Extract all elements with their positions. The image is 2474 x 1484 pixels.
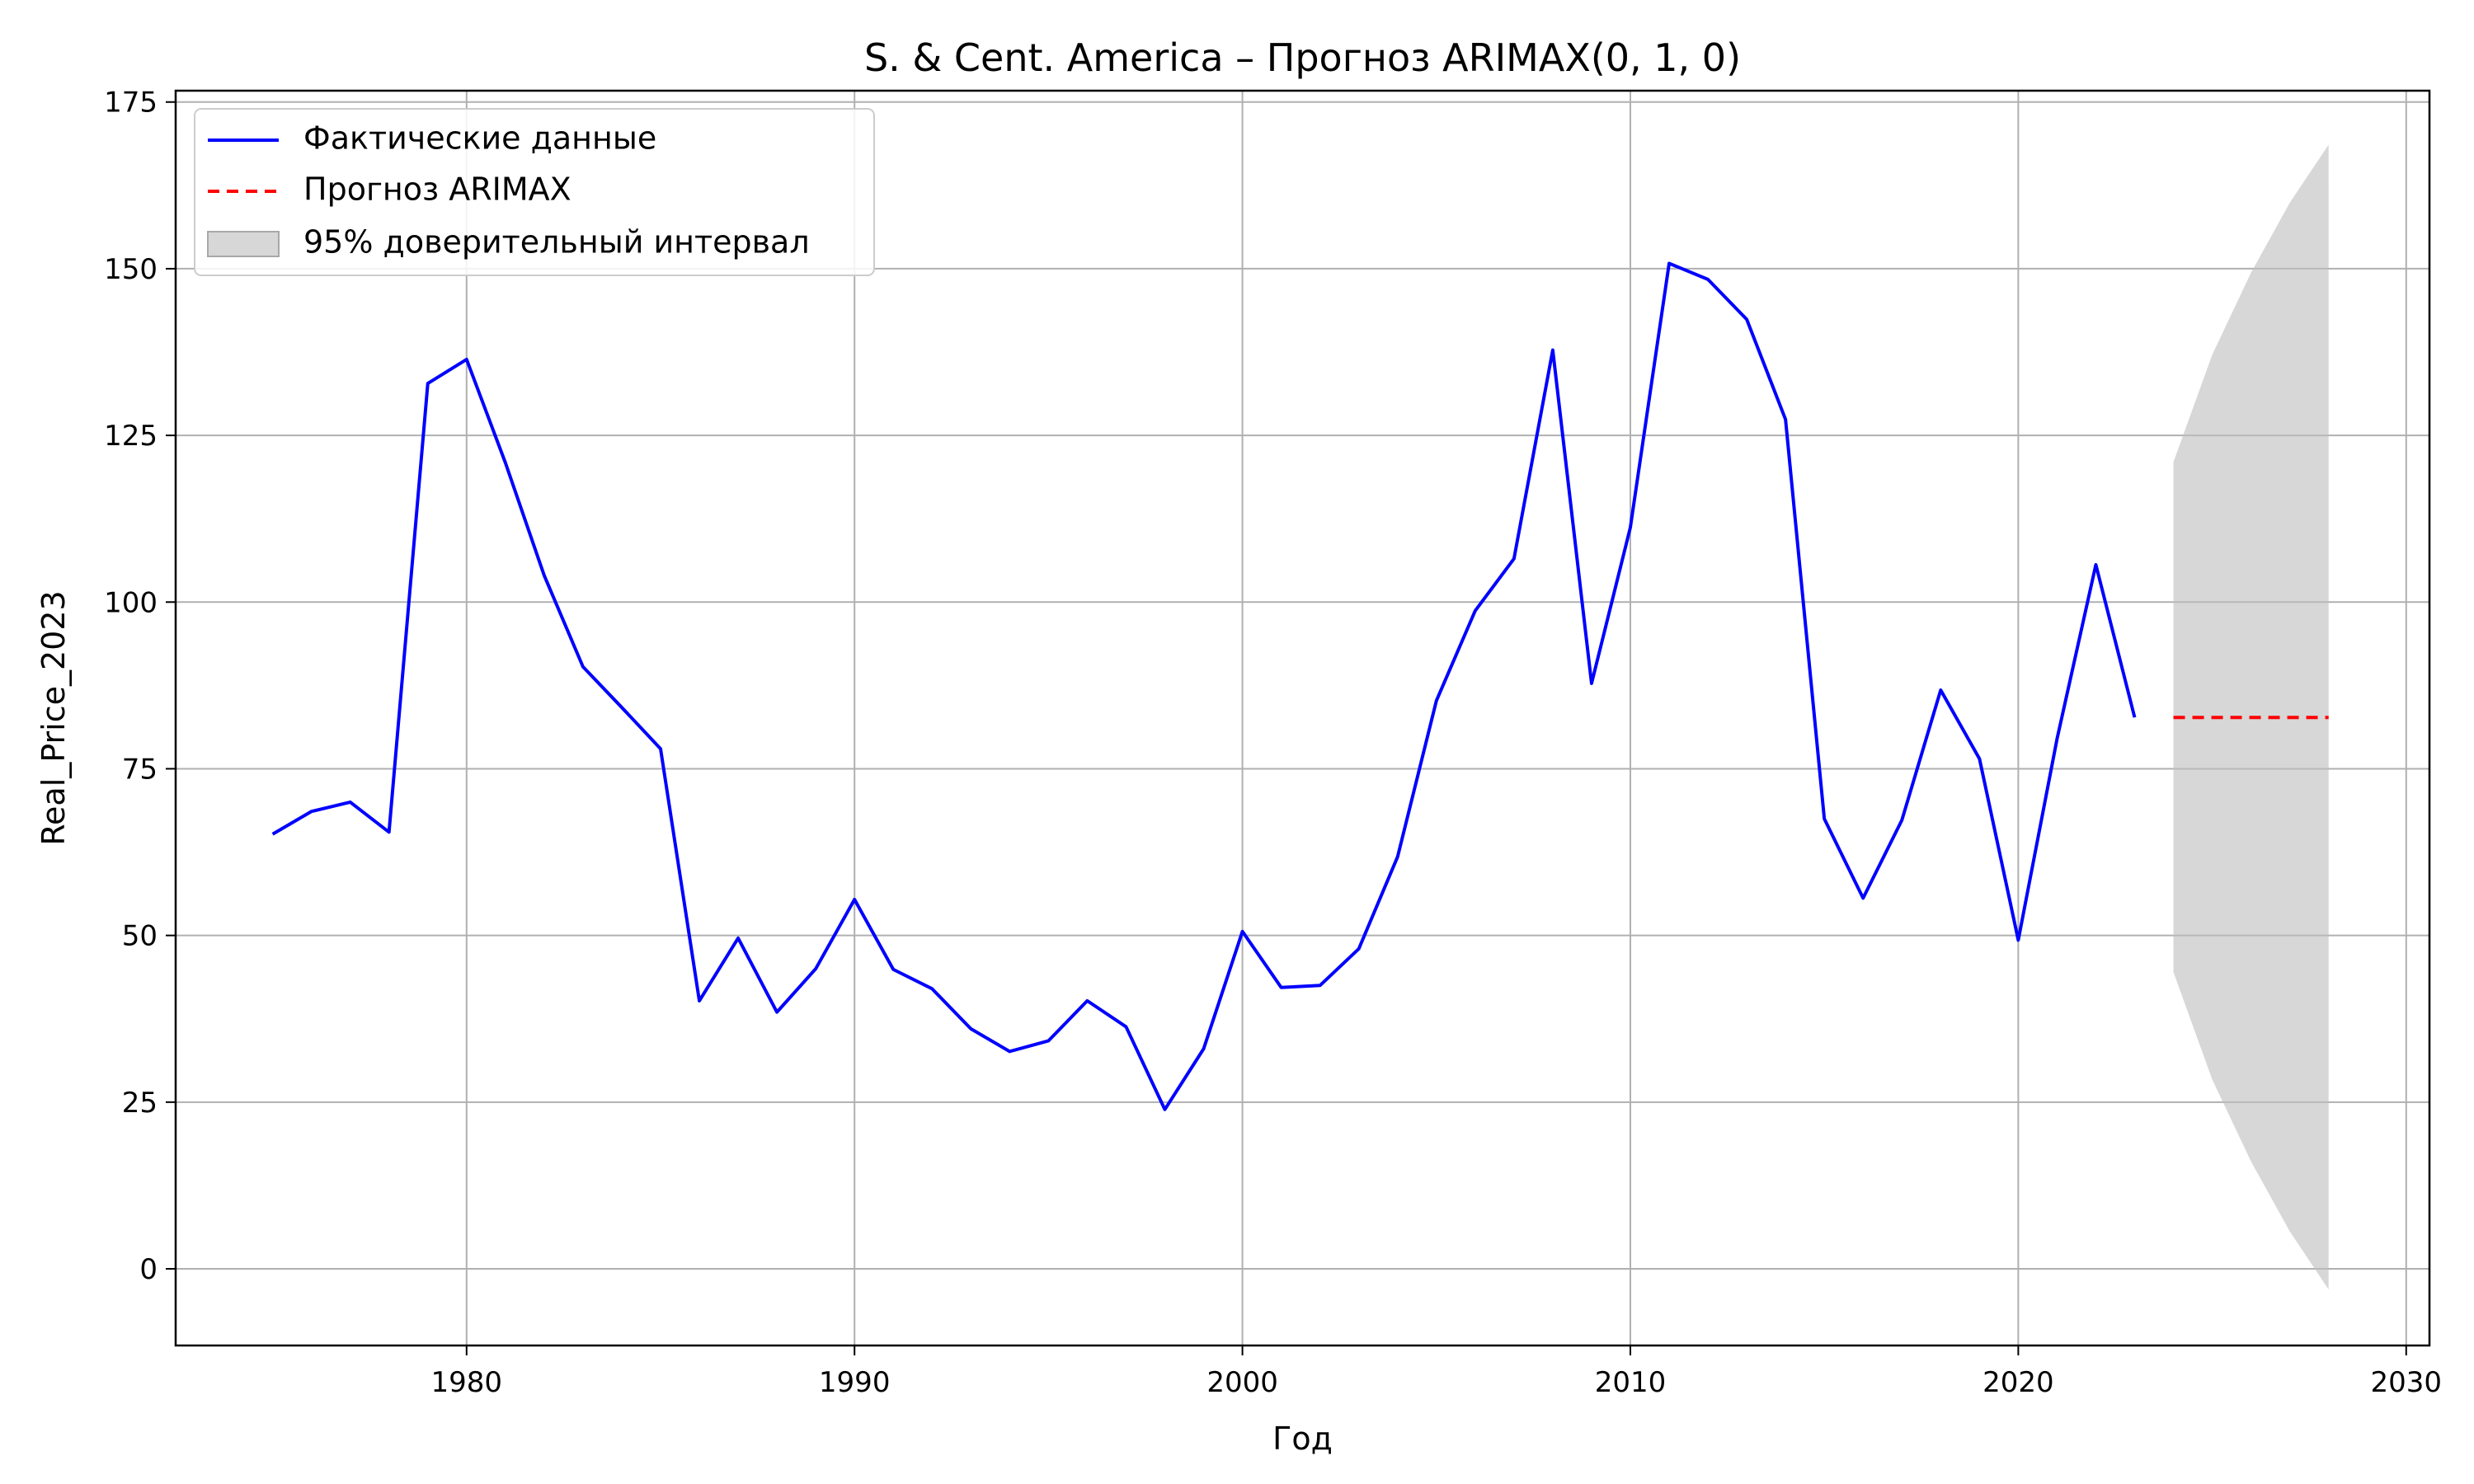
y-tick-label: 25 [122,1087,158,1120]
y-tick-label: 175 [104,87,158,120]
legend: Фактические данные Прогноз ARIMAX 95% до… [194,108,875,276]
y-tick-label: 75 [122,753,158,786]
legend-label-confidence: 95% доверительный интервал [303,224,810,261]
legend-label-actual: Фактические данные [303,120,656,157]
actual-data-line [271,261,2137,1111]
legend-box [194,108,875,276]
x-tick-label: 1990 [819,1366,891,1399]
x-tick-label: 1980 [431,1366,503,1399]
x-tick-label: 2030 [2371,1366,2443,1399]
y-tick-label: 100 [104,586,158,619]
x-tick-label: 2020 [1982,1366,2054,1399]
series-lines [271,261,2329,1111]
y-tick-label: 125 [104,420,158,453]
x-tick-label: 2000 [1206,1366,1278,1399]
y-axis-label: Real_Price_2023 [35,590,72,845]
chart-title: S. & Cent. America – Прогноз ARIMAX(0, 1… [864,35,1741,80]
y-tick-label: 0 [139,1253,158,1286]
axis-ticks: 1980 1990 2000 2010 2020 2030 0 25 50 75 100 125 150… [104,87,2442,1399]
y-tick-label: 50 [122,920,158,953]
grid [176,91,2429,1345]
x-axis-label: Год [1272,1421,1333,1457]
x-tick-label: 2010 [1595,1366,1667,1399]
plot-frame [174,89,2431,1347]
legend-label-forecast: Прогноз ARIMAX [303,171,571,208]
y-tick-label: 150 [104,253,158,286]
legend-swatch-confidence [207,231,280,257]
